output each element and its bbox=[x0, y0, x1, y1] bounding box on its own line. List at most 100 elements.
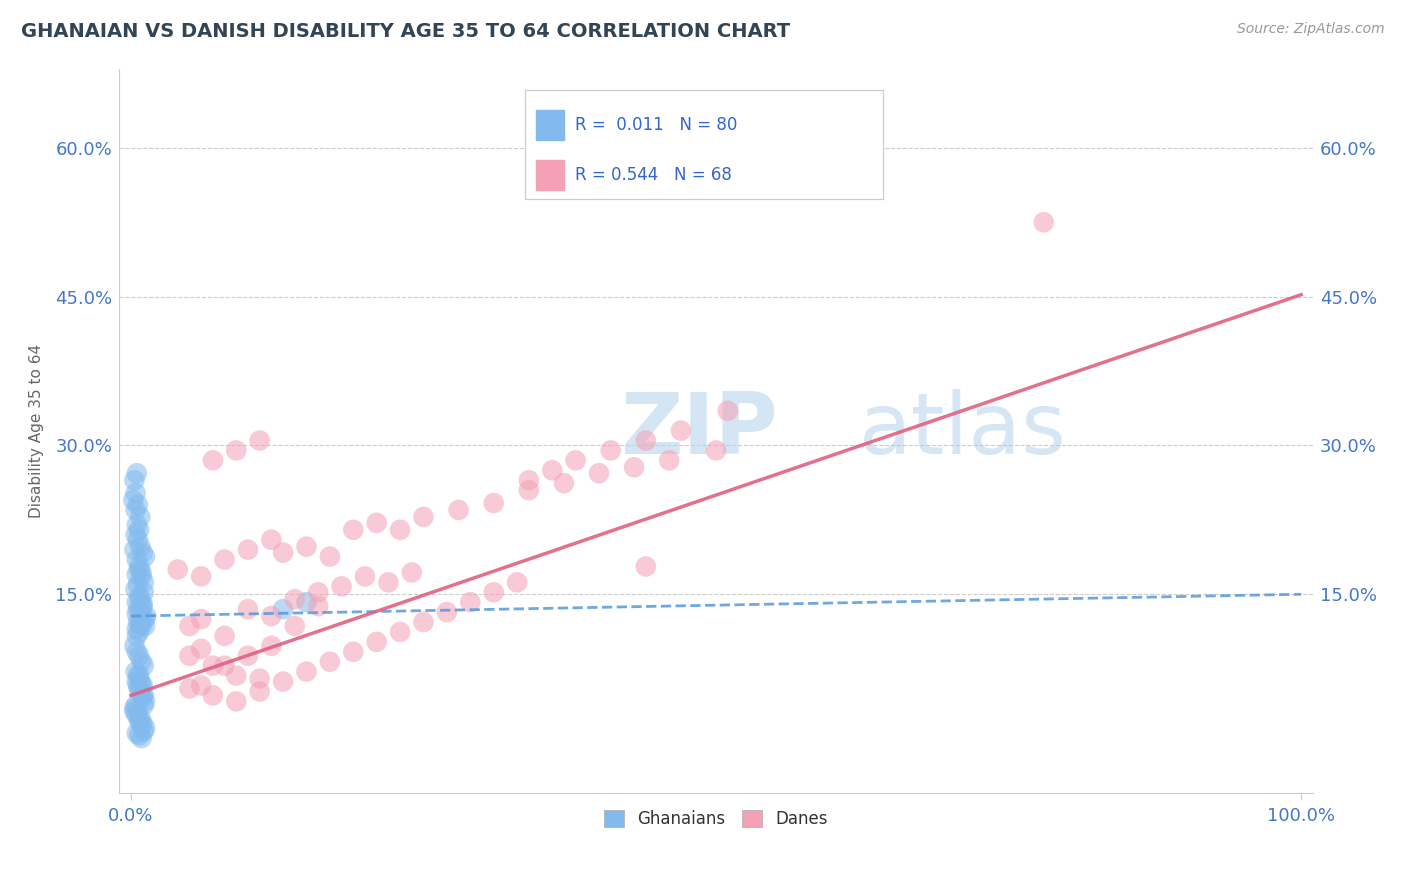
Point bbox=[131, 569, 153, 583]
Point bbox=[704, 443, 727, 458]
Point bbox=[366, 516, 388, 530]
Point bbox=[354, 569, 377, 583]
Point bbox=[179, 681, 201, 696]
Point bbox=[128, 589, 150, 603]
Point bbox=[124, 639, 146, 653]
Point bbox=[307, 599, 329, 614]
Point bbox=[124, 486, 146, 500]
Point bbox=[131, 599, 153, 614]
Point bbox=[236, 602, 259, 616]
Point bbox=[179, 619, 201, 633]
Point bbox=[125, 708, 148, 723]
Point bbox=[128, 624, 150, 639]
Point bbox=[134, 721, 156, 735]
Point bbox=[553, 476, 575, 491]
Point bbox=[129, 509, 152, 524]
Legend: Ghanaians, Danes: Ghanaians, Danes bbox=[598, 804, 835, 835]
Point bbox=[366, 635, 388, 649]
Point bbox=[389, 523, 412, 537]
Point bbox=[132, 658, 155, 673]
Point bbox=[319, 549, 342, 564]
Point bbox=[260, 639, 283, 653]
Text: ZIP: ZIP bbox=[620, 389, 779, 472]
Point bbox=[214, 658, 236, 673]
Point bbox=[128, 728, 150, 742]
Point bbox=[125, 674, 148, 689]
Point bbox=[260, 609, 283, 624]
Point bbox=[124, 704, 146, 718]
Point bbox=[131, 597, 153, 611]
Point bbox=[225, 443, 247, 458]
Point bbox=[125, 567, 148, 582]
Point bbox=[166, 562, 188, 576]
Point bbox=[131, 731, 153, 745]
Point bbox=[129, 674, 152, 689]
Point bbox=[412, 509, 434, 524]
Point bbox=[284, 619, 307, 633]
Point bbox=[127, 498, 149, 512]
Point bbox=[132, 585, 155, 599]
Point bbox=[122, 493, 145, 508]
Point bbox=[131, 691, 153, 706]
Point bbox=[124, 665, 146, 679]
Text: atlas: atlas bbox=[859, 389, 1067, 472]
Point bbox=[517, 483, 540, 497]
Point bbox=[190, 679, 212, 693]
Point bbox=[127, 704, 149, 718]
Point bbox=[134, 694, 156, 708]
Point bbox=[131, 599, 153, 614]
Point bbox=[131, 716, 153, 731]
Point bbox=[129, 605, 152, 619]
Point bbox=[125, 645, 148, 659]
Point bbox=[131, 718, 153, 732]
Point bbox=[129, 617, 152, 632]
Point bbox=[460, 595, 482, 609]
Point bbox=[131, 679, 153, 693]
Point bbox=[128, 559, 150, 574]
Point bbox=[517, 473, 540, 487]
Point bbox=[249, 684, 271, 698]
Point bbox=[135, 609, 157, 624]
Point bbox=[131, 655, 153, 669]
Point bbox=[214, 552, 236, 566]
Y-axis label: Disability Age 35 to 64: Disability Age 35 to 64 bbox=[30, 343, 44, 517]
Point bbox=[124, 527, 146, 541]
Point bbox=[236, 542, 259, 557]
Point bbox=[284, 592, 307, 607]
Point bbox=[214, 629, 236, 643]
Point bbox=[128, 562, 150, 576]
Point bbox=[342, 523, 364, 537]
Point bbox=[201, 453, 224, 467]
Point bbox=[128, 681, 150, 696]
Point bbox=[295, 665, 318, 679]
Point bbox=[342, 645, 364, 659]
Point bbox=[125, 467, 148, 481]
Point bbox=[717, 403, 740, 417]
Point bbox=[623, 460, 645, 475]
Point bbox=[124, 701, 146, 715]
Point bbox=[132, 689, 155, 703]
Point bbox=[128, 714, 150, 729]
Point bbox=[401, 566, 423, 580]
Point bbox=[377, 575, 399, 590]
Point bbox=[564, 453, 586, 467]
Point bbox=[271, 546, 294, 560]
Point bbox=[131, 566, 153, 580]
Point bbox=[190, 641, 212, 656]
Point bbox=[132, 724, 155, 739]
Point bbox=[125, 607, 148, 621]
Point bbox=[131, 546, 153, 560]
Point bbox=[127, 668, 149, 682]
Point bbox=[128, 523, 150, 537]
Point bbox=[125, 622, 148, 636]
Point bbox=[127, 602, 149, 616]
Point bbox=[307, 585, 329, 599]
Point bbox=[131, 612, 153, 626]
Point bbox=[658, 453, 681, 467]
Point bbox=[125, 517, 148, 532]
Point bbox=[225, 694, 247, 708]
Point bbox=[319, 655, 342, 669]
Point bbox=[389, 624, 412, 639]
Point bbox=[134, 612, 156, 626]
Point bbox=[125, 595, 148, 609]
